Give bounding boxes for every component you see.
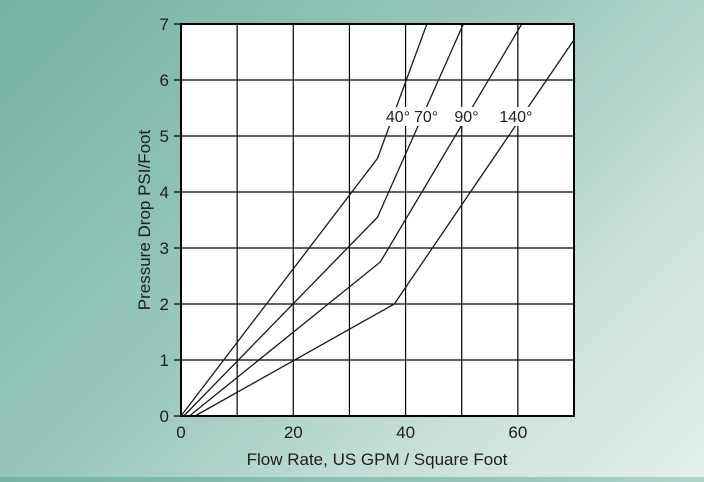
series-line-3 — [188, 23, 523, 417]
series-line-1 — [180, 23, 428, 417]
series-label-3: 90° — [454, 109, 478, 126]
y-axis-label: Pressure Drop PSI/Foot — [135, 129, 154, 310]
series-label-4: 140° — [499, 109, 532, 126]
y-tick-label: 3 — [160, 239, 169, 258]
y-tick-label: 0 — [160, 407, 169, 426]
series-label-1: 40° — [386, 109, 410, 126]
x-tick-label: 0 — [176, 423, 185, 442]
y-tick-label: 4 — [160, 183, 169, 202]
series-label-bg — [452, 107, 484, 126]
y-tick-label: 6 — [160, 71, 169, 90]
y-tick-label: 2 — [160, 295, 169, 314]
x-tick-label: 20 — [284, 423, 303, 442]
plot-frame — [180, 23, 575, 417]
y-tick-label: 7 — [160, 15, 169, 34]
x-tick-label: 40 — [396, 423, 415, 442]
series-label-bg — [411, 107, 443, 126]
series-line-4 — [194, 39, 575, 417]
series-label-2: 70° — [414, 109, 438, 126]
plot-background — [181, 24, 574, 416]
series-label-bg — [383, 107, 415, 126]
y-tick-label: 5 — [160, 127, 169, 146]
y-tick-label: 1 — [160, 351, 169, 370]
x-axis-label: Flow Rate, US GPM / Square Foot — [247, 450, 508, 469]
series-label-bg — [497, 107, 538, 126]
x-tick-label: 60 — [508, 423, 527, 442]
series-line-2 — [183, 23, 464, 417]
